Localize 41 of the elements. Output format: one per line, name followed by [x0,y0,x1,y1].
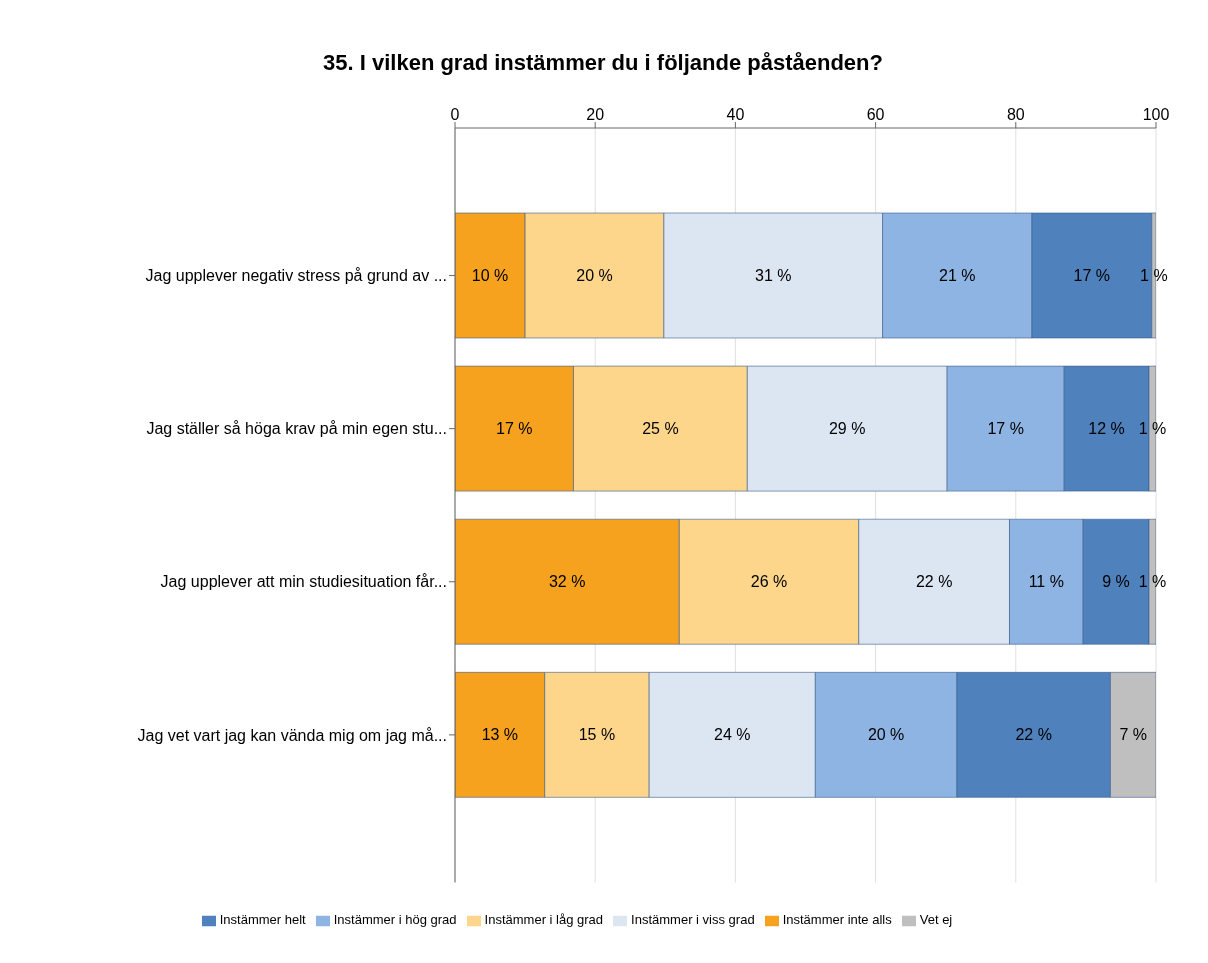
chart-title: 35. I vilken grad instämmer du i följande påståenden? [322,49,884,77]
x-tick-label: 40 [726,106,745,123]
data-label: 25 % [642,420,679,438]
legend-label: Instämmer i låg grad [484,912,604,928]
data-label: 26 % [750,573,788,591]
data-label: 17 % [987,420,1024,438]
data-label: 31 % [755,267,792,284]
data-label: 10 % [471,267,509,284]
data-label: 11 % [1028,573,1064,591]
legend-label: Instämmer i viss grad [631,912,755,928]
x-tick-label: 100 [1142,106,1170,123]
data-label: 1 % [1138,420,1167,438]
data-label: 17 % [1073,267,1111,284]
data-label: 29 % [828,420,866,438]
data-label: 1 % [1138,573,1167,591]
data-label: 20 % [867,726,905,744]
legend-label: Instämmer i hög grad [333,912,457,928]
data-label: 15 % [578,726,616,744]
x-tick-label: 80 [1006,106,1025,123]
legend-label: Instämmer helt [219,912,306,928]
legend-label: Vet ej [919,912,953,928]
x-tick-label: 20 [586,106,605,123]
x-tick-label: 0 [450,106,460,123]
y-tick-label: Jag upplever att min studiesituation får... [160,573,447,591]
data-label: 20 % [576,267,613,284]
legend-label: Instämmer inte alls [782,912,892,928]
data-label: 9 % [1102,573,1130,591]
data-label: 22 % [1015,726,1052,744]
y-tick-label: Jag upplever negativ stress på grund av ... [145,267,447,285]
data-label: 32 % [548,573,586,591]
data-label: 13 % [481,726,519,744]
y-tick-label: Jag vet vart jag kan vända mig om jag må... [137,726,447,744]
data-label: 12 % [1088,420,1125,438]
data-label: 22 % [915,573,953,591]
data-label: 1 % [1140,267,1168,284]
data-label: 7 % [1119,726,1148,744]
data-label: 21 % [939,267,976,284]
data-label: 24 % [714,726,751,744]
x-tick-label: 60 [866,106,885,123]
data-label: 17 % [496,420,533,438]
y-tick-label: Jag ställer så höga krav på min egen stu... [146,420,447,438]
